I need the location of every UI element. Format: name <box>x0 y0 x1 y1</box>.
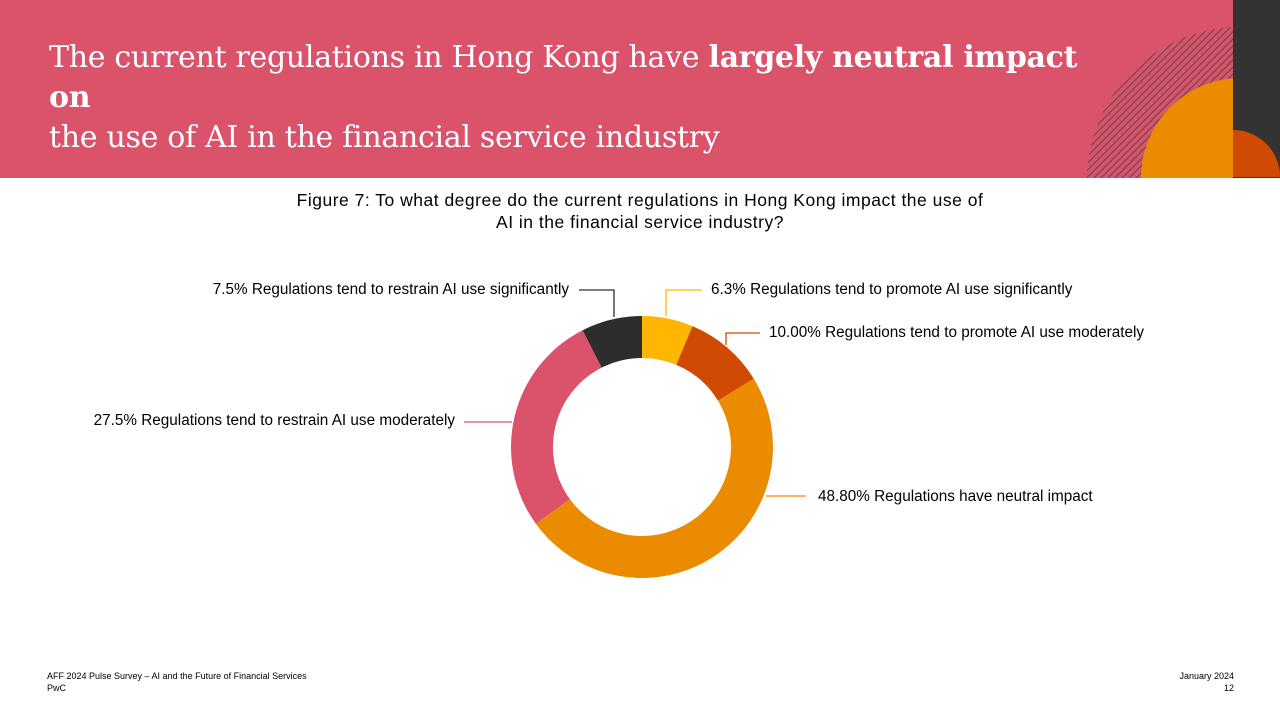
slice-label: 48.80% Regulations have neutral impact <box>818 488 1093 505</box>
footer-left: AFF 2024 Pulse Survey – AI and the Futur… <box>47 670 307 694</box>
donut-slice <box>510 330 602 524</box>
slice-label: 27.5% Regulations tend to restrain AI us… <box>94 412 456 429</box>
slice-label: 7.5% Regulations tend to restrain AI use… <box>213 281 570 298</box>
figure-title-line2: AI in the financial service industry? <box>496 212 784 232</box>
footer-page-number: 12 <box>1223 683 1234 693</box>
leader-line <box>665 289 702 316</box>
footer-date: January 2024 <box>1179 671 1234 681</box>
leader-line <box>725 332 760 345</box>
page-title-emphasis: largely neutral impact on <box>49 40 1078 115</box>
donut-slice <box>582 316 642 368</box>
footer-right: January 2024 12 <box>1179 670 1234 694</box>
page-title-prefix: The current regulations in Hong Kong hav… <box>49 40 709 75</box>
slice-label: 6.3% Regulations tend to promote AI use … <box>711 281 1073 298</box>
slice-label: 10.00% Regulations tend to promote AI us… <box>769 324 1144 341</box>
page-title-line2: the use of AI in the financial service i… <box>49 120 720 155</box>
donut-slice <box>676 326 754 401</box>
leader-line <box>579 289 615 317</box>
donut-slice <box>535 378 773 578</box>
figure-title: Figure 7: To what degree do the current … <box>240 189 1040 233</box>
decorative-red-quarter <box>1233 130 1280 177</box>
header-banner: The current regulations in Hong Kong hav… <box>0 0 1280 178</box>
decorative-shapes <box>1087 0 1280 178</box>
page-title: The current regulations in Hong Kong hav… <box>49 38 1109 158</box>
donut-slice <box>642 316 693 365</box>
footer-source: AFF 2024 Pulse Survey – AI and the Futur… <box>47 671 307 681</box>
figure-title-line1: Figure 7: To what degree do the current … <box>296 190 984 210</box>
footer-company: PwC <box>47 683 67 693</box>
